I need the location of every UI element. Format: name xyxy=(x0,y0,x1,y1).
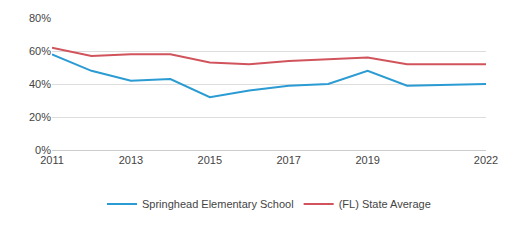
svg-text:2017: 2017 xyxy=(276,154,300,166)
svg-text:(FL) State Average: (FL) State Average xyxy=(339,198,431,210)
svg-text:Springhead Elementary School: Springhead Elementary School xyxy=(142,198,294,210)
svg-text:20%: 20% xyxy=(29,111,51,123)
svg-text:2022: 2022 xyxy=(474,154,498,166)
svg-text:40%: 40% xyxy=(29,78,51,90)
svg-text:2013: 2013 xyxy=(119,154,143,166)
svg-text:0%: 0% xyxy=(35,144,51,156)
svg-text:80%: 80% xyxy=(29,12,51,24)
svg-text:60%: 60% xyxy=(29,45,51,57)
svg-text:2019: 2019 xyxy=(355,154,379,166)
svg-text:2015: 2015 xyxy=(198,154,222,166)
svg-text:2011: 2011 xyxy=(40,154,64,166)
